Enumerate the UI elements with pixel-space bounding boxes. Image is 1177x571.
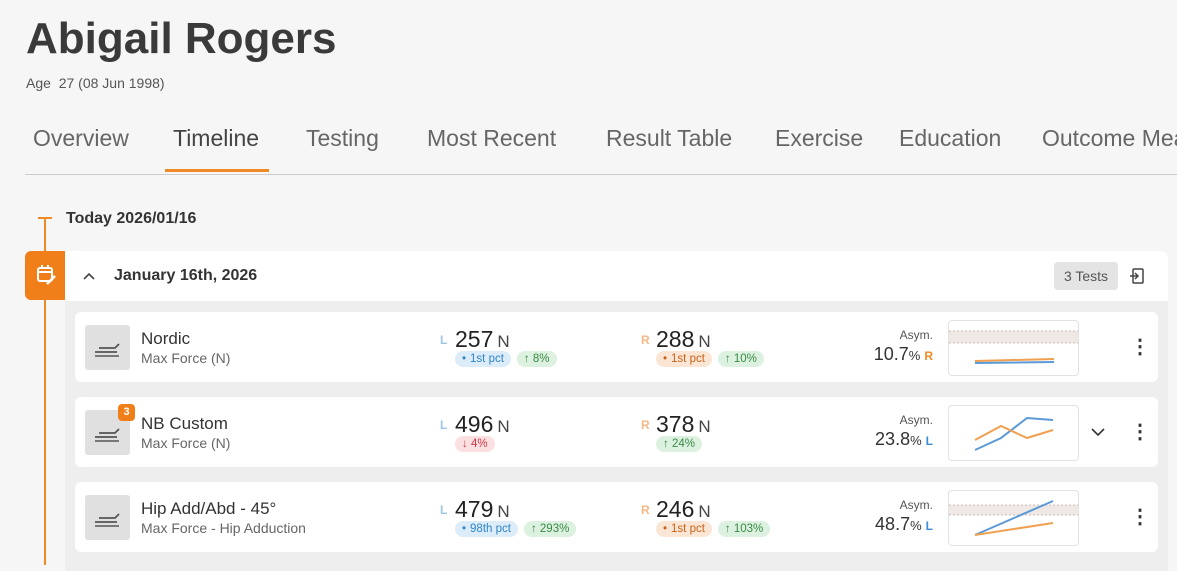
test-name: Nordic [141, 329, 191, 348]
tests-count: 3 Tests [1054, 262, 1118, 290]
value: 378 [656, 411, 695, 437]
unit: N [698, 332, 711, 351]
tab-underline [165, 169, 269, 172]
value: 288 [656, 326, 695, 352]
session-header [65, 251, 1168, 301]
sparkline [948, 490, 1079, 546]
tab[interactable]: Overview [33, 125, 129, 151]
tab[interactable]: Most Recent [427, 125, 557, 151]
timeline-tick [38, 217, 52, 219]
tab[interactable]: Timeline [173, 125, 260, 151]
badge: 1st pct [455, 351, 511, 367]
unit: N [497, 417, 510, 436]
tab[interactable]: Outcome Measures [1042, 125, 1177, 151]
sparkline [948, 405, 1079, 461]
collapse-caret[interactable] [82, 269, 96, 283]
test-metric: Max Force - Hip Adduction [141, 520, 306, 536]
asym-label: Asym. [899, 498, 933, 512]
asym-label: Asym. [899, 413, 933, 427]
value: 479 [455, 496, 494, 522]
badges: ↑ 24% [656, 436, 702, 452]
badge: 98th pct [455, 521, 518, 537]
side: R [924, 349, 933, 363]
force-value: 257 N [455, 326, 510, 353]
test-row: 3 NB Custom Max Force (N) L 496 N ↓ 4% R 378 N ↑ 2… [75, 397, 1158, 467]
calendar-glyph [37, 265, 56, 285]
value: 48.7 [875, 514, 911, 534]
asym-label: Asym. [899, 328, 933, 342]
badges: 1st pct ↑ 10% [656, 351, 764, 367]
badge: 1st pct [656, 521, 712, 537]
unit: N [698, 417, 711, 436]
more-menu[interactable]: ⋮ [1130, 506, 1150, 528]
unit: % [910, 433, 922, 448]
test-name: NB Custom [141, 414, 228, 433]
age: Age 27 (08 Jun 1998) [26, 75, 165, 91]
badge: 1st pct [656, 351, 712, 367]
session-date: January 16th, 2026 [114, 267, 258, 284]
tab[interactable]: Testing [306, 125, 379, 151]
badge: ↑ 8% [516, 351, 557, 367]
side-label: R [641, 503, 650, 517]
value: 10.7 [873, 344, 909, 364]
badges: 1st pct ↑ 8% [455, 351, 557, 367]
tab[interactable]: Education [899, 125, 1002, 151]
value: 23.8 [875, 429, 911, 449]
tab[interactable]: Exercise [775, 125, 864, 151]
force-value: 496 N [455, 411, 510, 438]
value: 496 [455, 411, 494, 437]
value: 246 [656, 496, 695, 522]
test-name: Hip Add/Abd - 45° [141, 499, 277, 518]
test-icon [85, 325, 130, 370]
test-row: Hip Add/Abd - 45° Max Force - Hip Adducti… [75, 482, 1158, 552]
force-value: 288 N [656, 326, 711, 353]
badge: ↑ 24% [656, 436, 702, 452]
asym-value: 23.8% L [875, 429, 933, 450]
side-label: L [440, 333, 448, 347]
side: L [925, 519, 933, 533]
count-badge: 3 [118, 404, 135, 421]
asym-value: 48.7% L [875, 514, 933, 535]
tab[interactable]: Result Table [606, 125, 733, 151]
unit: % [910, 518, 922, 533]
badge: ↑ 10% [717, 351, 764, 367]
force-value: 479 N [455, 496, 510, 523]
test-metric: Max Force (N) [141, 350, 231, 366]
unit: N [497, 502, 510, 521]
side-label: R [641, 333, 650, 347]
force-value: 378 N [656, 411, 711, 438]
side-label: R [641, 418, 650, 432]
timeline-line [44, 217, 46, 565]
calendar-icon [25, 251, 65, 300]
age-label: Age [26, 75, 51, 91]
age-value: 27 (08 Jun 1998) [58, 75, 165, 91]
value: 257 [455, 326, 494, 352]
sparkline [948, 320, 1079, 376]
more-menu[interactable]: ⋮ [1130, 421, 1150, 443]
unit: N [497, 332, 510, 351]
badge: ↑ 293% [523, 521, 577, 537]
test-metric: Max Force (N) [141, 435, 231, 451]
today-label: Today 2026/01/16 [66, 210, 197, 227]
athlete-name: Abigail Rogers [26, 14, 337, 63]
badge: ↓ 4% [455, 436, 495, 452]
badge: ↑ 103% [717, 521, 771, 537]
badges: ↓ 4% [455, 436, 495, 452]
more-menu[interactable]: ⋮ [1130, 336, 1150, 358]
test-icon [85, 495, 130, 540]
badges: 1st pct ↑ 103% [656, 521, 771, 537]
badges: 98th pct ↑ 293% [455, 521, 577, 537]
side: L [925, 434, 933, 448]
tab-bar: Overview Timeline Testing Most Recent Result… [25, 122, 1177, 175]
unit: N [698, 502, 711, 521]
unit: % [908, 348, 921, 363]
side-label: L [440, 418, 448, 432]
force-value: 246 N [656, 496, 711, 523]
export-icon[interactable] [1129, 267, 1147, 285]
asym-value: 10.7% R [874, 344, 933, 365]
expand-chevron[interactable] [1090, 425, 1106, 443]
side-label: L [440, 503, 448, 517]
